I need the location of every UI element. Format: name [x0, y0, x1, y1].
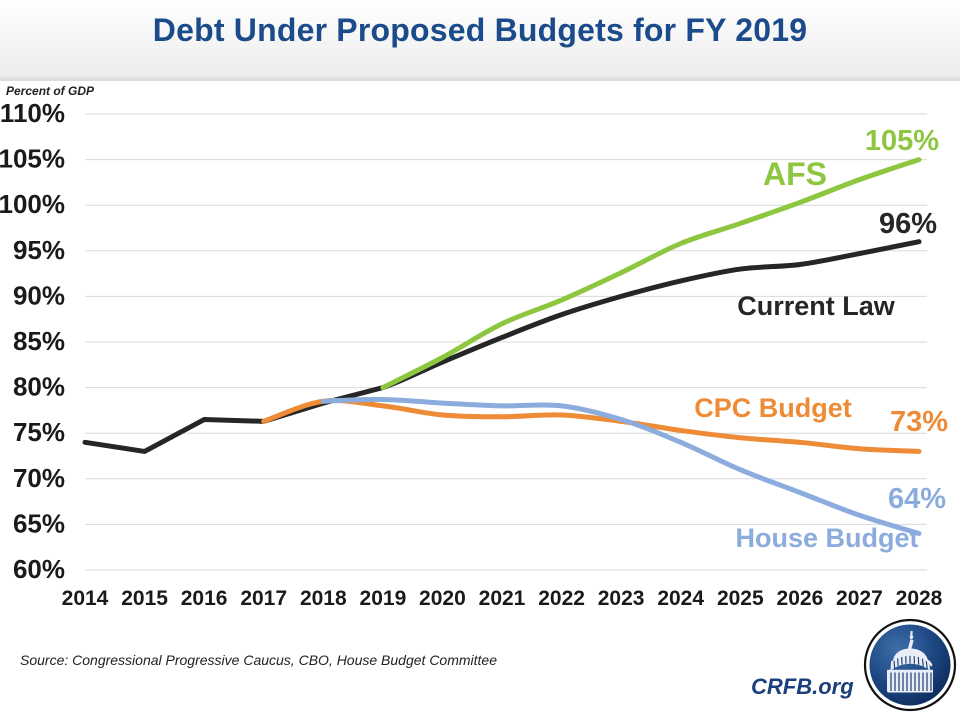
svg-text:CPC Budget: CPC Budget: [694, 393, 852, 423]
svg-text:2014: 2014: [62, 587, 109, 610]
svg-text:110%: 110%: [0, 98, 65, 128]
svg-text:2016: 2016: [181, 587, 228, 610]
svg-text:2018: 2018: [300, 587, 347, 610]
svg-text:60%: 60%: [13, 554, 65, 584]
svg-text:96%: 96%: [879, 208, 937, 240]
svg-text:85%: 85%: [13, 326, 65, 356]
svg-text:2017: 2017: [240, 587, 287, 610]
svg-text:House Budget: House Budget: [735, 523, 918, 553]
svg-text:Current Law: Current Law: [737, 291, 896, 321]
svg-text:AFS: AFS: [763, 156, 827, 192]
svg-text:2028: 2028: [896, 587, 943, 610]
svg-text:70%: 70%: [13, 463, 65, 493]
svg-text:95%: 95%: [13, 235, 65, 265]
svg-text:2019: 2019: [360, 587, 407, 610]
svg-text:2021: 2021: [479, 587, 526, 610]
svg-text:65%: 65%: [13, 508, 65, 538]
svg-text:2027: 2027: [836, 587, 883, 610]
svg-text:2020: 2020: [419, 587, 466, 610]
svg-text:100%: 100%: [0, 189, 65, 219]
svg-text:90%: 90%: [13, 280, 65, 310]
svg-text:2015: 2015: [121, 587, 168, 610]
svg-text:2025: 2025: [717, 587, 764, 610]
svg-text:105%: 105%: [0, 144, 65, 174]
svg-text:2024: 2024: [657, 587, 704, 610]
svg-text:105%: 105%: [865, 125, 939, 157]
svg-text:2022: 2022: [538, 587, 585, 610]
svg-text:80%: 80%: [13, 372, 65, 402]
svg-text:64%: 64%: [888, 483, 946, 515]
svg-text:75%: 75%: [13, 417, 65, 447]
svg-text:73%: 73%: [890, 406, 948, 438]
svg-text:2026: 2026: [777, 587, 824, 610]
svg-text:2023: 2023: [598, 587, 645, 610]
